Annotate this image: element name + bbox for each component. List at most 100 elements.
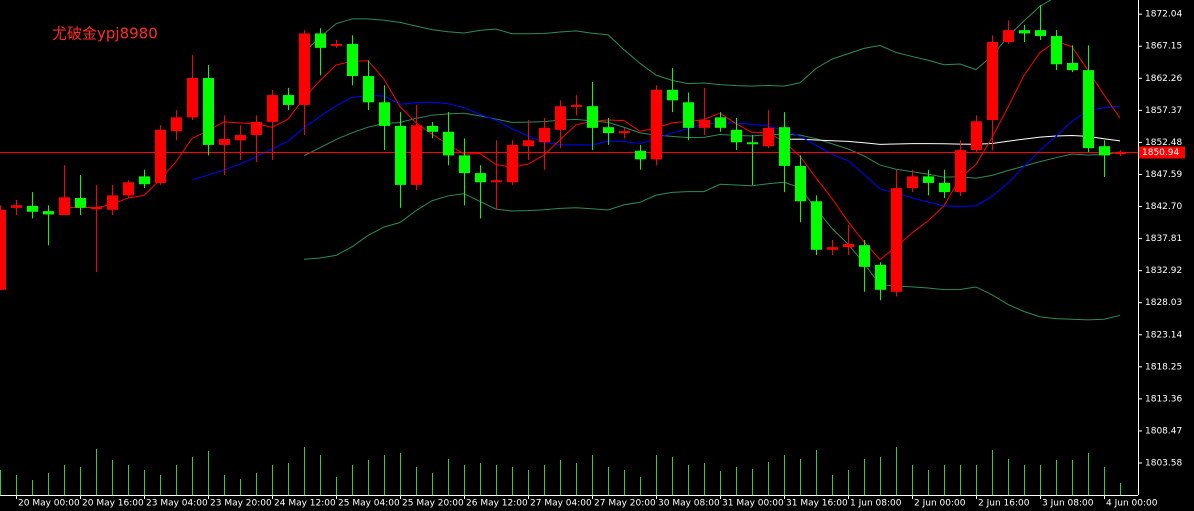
candle-body xyxy=(1035,30,1046,37)
x-tick-label: 27 May 20:00 xyxy=(594,499,656,509)
x-tick-label: 31 May 00:00 xyxy=(722,499,784,509)
candle-body xyxy=(827,247,838,250)
x-tick-label: 23 May 04:00 xyxy=(146,499,208,509)
candle-body xyxy=(779,127,790,166)
bollinger-lower xyxy=(303,181,1121,321)
candle-body xyxy=(667,89,678,101)
x-tick-label: 25 May 20:00 xyxy=(402,499,464,509)
candle-body xyxy=(907,176,918,189)
candle-body xyxy=(795,165,806,202)
candle-body xyxy=(875,264,886,290)
x-tick-label: 2 Jun 16:00 xyxy=(978,499,1030,509)
candle-body xyxy=(123,182,134,196)
candle-body xyxy=(683,102,694,128)
candle-body xyxy=(1099,146,1110,156)
candle-body xyxy=(219,138,230,145)
candle-body xyxy=(699,119,710,128)
x-tick-label: 2 Jun 00:00 xyxy=(914,499,966,509)
candle-body xyxy=(75,198,86,208)
candle-body xyxy=(715,117,726,128)
candle-body xyxy=(203,78,214,145)
candle-body xyxy=(379,102,390,126)
candle-body xyxy=(395,125,406,185)
candle-body xyxy=(891,188,902,292)
candle-body xyxy=(651,89,662,160)
y-tick-label: 1808.47 xyxy=(1145,426,1182,436)
candle-body xyxy=(187,78,198,118)
candle-body xyxy=(635,150,646,160)
y-tick-label: 1828.03 xyxy=(1145,298,1182,308)
candle-body xyxy=(955,150,966,193)
candle-body xyxy=(619,131,630,134)
candle-body xyxy=(107,195,118,210)
x-tick-label: 4 Jun 00:00 xyxy=(1106,499,1158,509)
candle-body xyxy=(539,127,550,143)
candle-body xyxy=(411,125,422,185)
candle-body xyxy=(11,205,22,208)
candle-body xyxy=(571,104,582,107)
candle-body xyxy=(1115,152,1126,155)
y-tick-label: 1832.92 xyxy=(1145,266,1182,276)
x-tick-label: 25 May 04:00 xyxy=(338,499,400,509)
candle-body xyxy=(811,201,822,250)
ma-slow xyxy=(783,134,1121,145)
candle-body xyxy=(603,127,614,134)
candle-body xyxy=(331,43,342,46)
candle-body xyxy=(507,144,518,183)
candle-body xyxy=(587,106,598,128)
candle-body xyxy=(43,211,54,215)
y-tick-label: 1813.36 xyxy=(1145,394,1182,404)
last-price-box xyxy=(1139,146,1185,159)
candle-body xyxy=(139,176,150,185)
watermark: 尤破金ypj8980 xyxy=(52,25,158,43)
candle-body xyxy=(987,41,998,120)
candle-body xyxy=(315,33,326,48)
candle-body xyxy=(347,43,358,77)
candle-body xyxy=(971,121,982,151)
x-tick-label: 26 May 12:00 xyxy=(466,499,528,509)
candle-body xyxy=(459,155,470,174)
y-tick-label: 1857.37 xyxy=(1145,106,1182,116)
y-tick-label: 1837.81 xyxy=(1145,234,1182,244)
x-tick-label: 1 Jun 08:00 xyxy=(850,499,902,509)
candle-body xyxy=(939,182,950,193)
x-tick-label: 3 Jun 08:00 xyxy=(1042,499,1094,509)
candle-body xyxy=(171,117,182,132)
candle-body xyxy=(859,245,870,267)
y-tick-label: 1872.04 xyxy=(1145,10,1182,20)
x-tick-label: 30 May 08:00 xyxy=(658,499,720,509)
x-tick-label: 31 May 16:00 xyxy=(786,499,848,509)
candle-body xyxy=(475,173,486,183)
candle-body xyxy=(91,207,102,210)
candle-body xyxy=(267,95,278,122)
candle-body xyxy=(1019,30,1030,34)
candle-body xyxy=(235,135,246,141)
candle-body xyxy=(363,76,374,103)
x-tick-label: 23 May 20:00 xyxy=(210,499,272,509)
x-tick-label: 20 May 00:00 xyxy=(18,499,80,509)
candle-body xyxy=(1051,36,1062,65)
candle-body xyxy=(59,197,70,216)
y-tick-label: 1862.26 xyxy=(1145,74,1182,84)
y-tick-label: 1847.59 xyxy=(1145,170,1182,180)
bollinger-upper xyxy=(303,0,1052,87)
candle-body xyxy=(0,209,6,290)
y-tick-label: 1803.58 xyxy=(1145,459,1182,469)
candle-body xyxy=(27,205,38,212)
candle-body xyxy=(923,176,934,183)
candle-body xyxy=(283,95,294,105)
candle-body xyxy=(1003,30,1014,42)
y-tick-label: 1867.15 xyxy=(1145,42,1182,52)
candle-body xyxy=(299,33,310,105)
candle-body xyxy=(1083,70,1094,149)
x-tick-label: 20 May 16:00 xyxy=(82,499,144,509)
bollinger-middle xyxy=(303,112,1121,179)
y-tick-label: 1818.25 xyxy=(1145,362,1182,372)
y-tick-label: 1852.48 xyxy=(1145,138,1182,148)
candle-body xyxy=(523,140,534,147)
y-tick-label: 1842.70 xyxy=(1145,202,1182,212)
candle-body xyxy=(443,131,454,156)
candle-body xyxy=(1067,62,1078,71)
